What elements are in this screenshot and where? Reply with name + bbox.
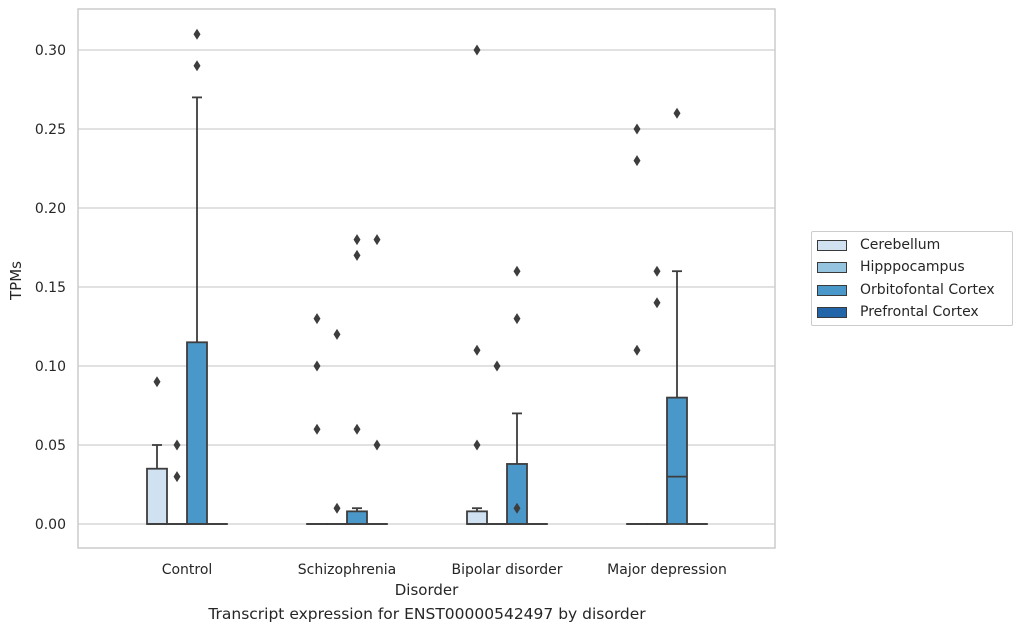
x-tick-label-control: Control xyxy=(162,562,213,578)
y-tick-label: 0.00 xyxy=(35,517,66,533)
x-axis-label: Disorder xyxy=(395,581,459,599)
legend-label-cerebellum: Cerebellum xyxy=(860,237,940,253)
chart-legend: Cerebellum Hipppocampus Orbitofontal Cor… xyxy=(811,231,1013,326)
y-tick-label: 0.05 xyxy=(35,438,66,454)
legend-swatch-hippocampus xyxy=(817,262,847,273)
legend-swatch-orbitofrontal-cortex xyxy=(817,285,847,296)
y-tick-label: 0.20 xyxy=(35,201,66,217)
legend-item-orbitofrontal-cortex: Orbitofontal Cortex xyxy=(817,281,995,299)
x-tick-label-bipolar-disorder: Bipolar disorder xyxy=(451,562,562,578)
y-tick-label: 0.10 xyxy=(35,359,66,375)
legend-swatch-cerebellum xyxy=(817,240,847,251)
legend-item-prefrontal-cortex: Prefrontal Cortex xyxy=(817,303,979,321)
box-rect xyxy=(187,342,207,524)
legend-label-prefrontal-cortex: Prefrontal Cortex xyxy=(860,304,979,320)
box-rect xyxy=(467,511,487,524)
x-tick-label-major-depression: Major depression xyxy=(607,562,727,578)
legend-swatch-prefrontal-cortex xyxy=(817,307,847,318)
y-tick-label: 0.15 xyxy=(35,280,66,296)
box-rect xyxy=(147,469,167,524)
legend-label-orbitofrontal-cortex: Orbitofontal Cortex xyxy=(860,282,995,298)
legend-label-hippocampus: Hipppocampus xyxy=(860,259,965,275)
box-rect xyxy=(347,511,367,524)
y-tick-label: 0.30 xyxy=(35,43,66,59)
figure-caption: Transcript expression for ENST0000054249… xyxy=(0,605,854,623)
legend-item-hippocampus: Hipppocampus xyxy=(817,258,965,276)
y-axis-label: TPMs xyxy=(7,261,25,301)
box-rect xyxy=(507,464,527,524)
box-rect xyxy=(667,398,687,524)
legend-item-cerebellum: Cerebellum xyxy=(817,236,940,254)
y-tick-label: 0.25 xyxy=(35,122,66,138)
x-tick-label-schizophrenia: Schizophrenia xyxy=(298,562,396,578)
